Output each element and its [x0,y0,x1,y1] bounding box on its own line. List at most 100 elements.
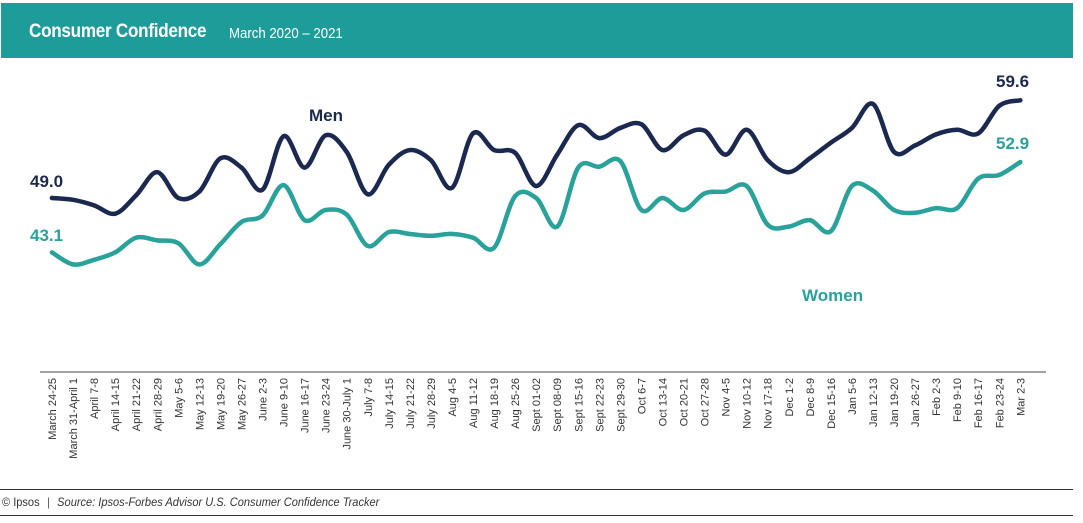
x-tick-label: Sept 08-09 [552,378,564,432]
x-tick-label: June 16-17 [300,378,312,433]
x-tick-label: Dec 8-9 [805,378,817,417]
men-end-label: 59.6 [996,72,1029,91]
x-tick-label: Oct 20-21 [679,378,691,426]
women-point [828,228,834,234]
women-point [639,207,644,213]
x-tick-label: Sept 15-16 [573,378,585,432]
men-point [702,128,707,133]
men-point [976,131,981,136]
men-point [260,187,265,192]
women-point [239,219,244,225]
men-point [849,125,855,131]
women-point [702,191,707,196]
x-tick-label: Mar 2-3 [1015,378,1027,416]
men-point [407,147,413,153]
women-point [807,217,812,223]
women-point [891,207,897,213]
x-tick-label: May 12-13 [194,378,206,430]
x-tick-label: April 7-8 [89,378,101,419]
women-point [681,207,686,213]
x-tick-label: Aug 18-19 [489,378,501,429]
x-tick-label: June 2-3 [258,378,270,421]
x-tick-label: April 21-22 [131,378,143,431]
women-point [597,164,602,169]
x-tick-label: Feb 2-3 [931,378,943,416]
x-tick-label: March 31-April 1 [68,378,80,459]
women-end-label: 52.9 [996,134,1029,153]
x-tick-label: Sept 01-02 [531,378,543,432]
women-point [744,183,749,189]
x-tick-label: Dec 1-2 [784,378,796,417]
women-point [491,245,497,250]
women-point [997,172,1002,178]
women-point [954,205,960,211]
x-tick-label: Jan 12-13 [868,378,880,427]
women-point [470,235,476,240]
women-point [533,195,539,201]
men-point [660,147,665,153]
men-point [323,133,328,138]
women-point [365,243,370,249]
x-tick-label: March 24-25 [47,378,59,440]
men-point [218,156,223,161]
women-point [112,250,118,255]
x-tick-label: Oct 27-28 [700,378,712,426]
x-tick-label: Feb 16-17 [973,378,985,428]
men-point [91,203,97,208]
men-point [239,165,244,170]
women-point [660,195,665,201]
women-point [197,262,202,267]
men-point [112,211,118,216]
chart-title: Consumer Confidence [29,21,207,42]
footer-bottom-divider [0,515,1073,516]
men-point [765,157,770,163]
men-point [365,192,370,197]
women-point [70,262,76,267]
women-point [976,176,981,181]
header-bar: Consumer Confidence March 2020 – 2021 [1,3,1073,58]
men-point [618,125,623,131]
men-point [807,156,812,161]
x-tick-label: Sept 22-23 [594,378,606,432]
men-point [428,157,434,163]
women-point [91,257,97,262]
men-point [597,135,602,141]
men-start-label: 49.0 [30,172,63,191]
x-tick-label: June 9-10 [279,378,291,427]
x-tick-label: Jan 19-20 [889,378,901,427]
women-point [302,217,307,223]
men-point [533,183,539,189]
x-tick-label: July 21-22 [405,378,417,429]
women-point [765,222,770,227]
x-tick-label: Nov 4-5 [721,378,733,417]
women-point [849,183,855,189]
x-tick-label: Dec 15-16 [826,378,838,429]
women-point [386,229,391,235]
men-point [176,195,181,201]
x-tick-label: Jan 5-6 [847,378,859,415]
men-point [449,185,455,191]
women-point [344,212,349,217]
men-point [555,152,560,157]
x-tick-label: Feb 9-10 [952,378,964,422]
women-point [449,231,455,237]
women-start-label: 43.1 [30,226,63,245]
footer: © Ipsos | Source: Ipsos-Forbes Advisor U.S… [2,495,379,509]
women-line [49,156,1023,267]
x-tick-label: Aug 4-5 [447,378,459,417]
women-point [176,240,181,246]
men-point [491,147,497,153]
women-point [407,231,413,237]
women-point [912,210,918,215]
women-point [618,158,623,164]
x-tick-label: May 26-27 [236,378,248,430]
men-point [723,152,728,157]
x-tick-label: April 14-15 [110,378,122,431]
women-point [134,235,139,240]
women-point [512,193,518,199]
women-series-label: Women [802,286,863,305]
x-tick-label: June 30-July 1 [342,378,354,450]
x-tick-label: Aug 11-12 [468,378,480,428]
x-tick-label: Nov 17-18 [763,378,775,429]
